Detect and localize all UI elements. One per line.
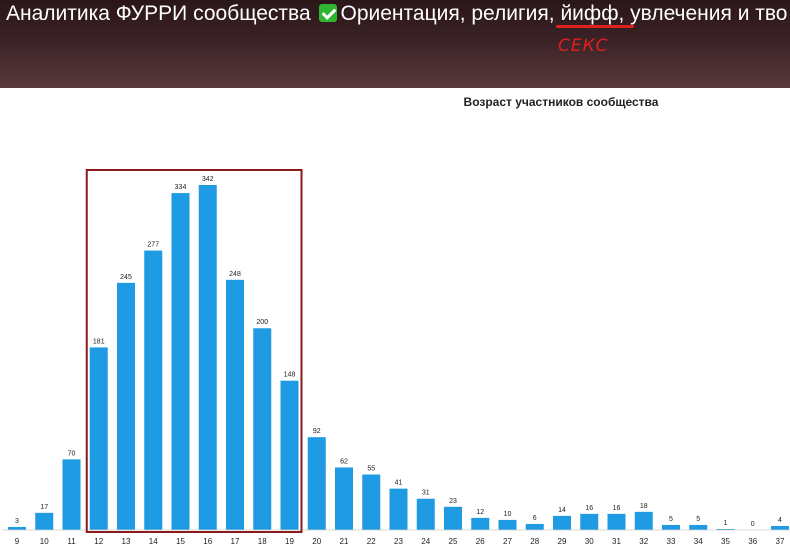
x-tick-label-24: 24 [421, 537, 430, 546]
x-tick-label-23: 23 [394, 537, 403, 546]
bar-27 [498, 519, 517, 530]
bar-value-label-31: 16 [613, 505, 621, 512]
bar-value-label-12: 181 [93, 338, 105, 345]
bar-value-label-35: 1 [724, 520, 728, 527]
bar-10 [35, 512, 54, 530]
check-mark-icon [318, 4, 337, 22]
x-tick-label-16: 16 [203, 537, 212, 546]
bar-34 [689, 524, 708, 530]
x-tick-label-17: 17 [231, 537, 240, 546]
x-tick-label-13: 13 [122, 537, 131, 546]
x-tick-label-14: 14 [149, 537, 158, 546]
chart-title: Возраст участников сообщества [464, 95, 659, 109]
bar-value-label-30: 16 [585, 505, 593, 512]
bar-29 [553, 515, 571, 530]
bar-28 [525, 523, 544, 530]
bar-value-label-24: 31 [422, 490, 430, 497]
bar-value-label-18: 200 [256, 319, 268, 326]
bar-value-label-34: 5 [696, 516, 700, 523]
bar-31 [607, 513, 626, 530]
banner-title-part2: Ориентация, религия, йифф, увлечения и т… [340, 2, 788, 25]
bar-13 [117, 282, 135, 530]
bar-22 [362, 474, 381, 530]
x-tick-label-11: 11 [67, 537, 76, 546]
x-tick-label-29: 29 [558, 537, 567, 546]
x-tick-label-18: 18 [258, 537, 267, 546]
x-tick-label-9: 9 [15, 537, 20, 546]
bar-11 [62, 459, 81, 530]
bar-value-label-25: 23 [449, 498, 457, 505]
banner-title-part1: Аналитика ФУРРИ сообщества [6, 2, 311, 25]
x-tick-label-30: 30 [585, 537, 594, 546]
bar-value-label-17: 248 [229, 271, 241, 278]
highlight-box [85, 169, 303, 533]
x-tick-label-19: 19 [285, 537, 294, 546]
bar-value-label-32: 18 [640, 503, 648, 510]
x-tick-label-26: 26 [476, 537, 485, 546]
bar-19 [280, 380, 299, 530]
bar-value-label-14: 277 [147, 242, 159, 249]
x-tick-label-20: 20 [312, 537, 321, 546]
bar-value-label-23: 41 [395, 480, 403, 487]
bar-value-label-19: 148 [284, 372, 296, 379]
bar-value-label-21: 62 [340, 458, 348, 465]
bar-32 [634, 511, 653, 530]
bar-15 [171, 193, 190, 530]
bar-value-label-27: 10 [504, 511, 512, 518]
x-tick-label-21: 21 [340, 537, 349, 546]
banner-title: Аналитика ФУРРИ сообщества Ориентация, р… [6, 0, 788, 28]
bar-12 [89, 347, 108, 530]
x-tick-label-33: 33 [667, 537, 676, 546]
bar-26 [471, 517, 490, 530]
x-tick-label-15: 15 [176, 537, 185, 546]
x-tick-label-10: 10 [40, 537, 49, 546]
bar-9 [8, 526, 26, 530]
bar-17 [226, 279, 244, 530]
x-tick-label-22: 22 [367, 537, 376, 546]
bar-37 [771, 525, 789, 530]
bar-value-label-10: 17 [40, 504, 48, 511]
bar-30 [580, 513, 599, 530]
bar-21 [335, 467, 353, 530]
x-tick-label-28: 28 [530, 537, 539, 546]
bar-20 [307, 437, 326, 530]
handwritten-annotation: СЕКС [558, 36, 609, 56]
bar-value-label-26: 12 [476, 509, 484, 516]
x-tick-label-31: 31 [612, 537, 621, 546]
bar-16 [198, 185, 217, 530]
bar-value-label-36: 0 [751, 521, 755, 528]
x-tick-label-25: 25 [449, 537, 458, 546]
x-tick-label-34: 34 [694, 537, 703, 546]
x-tick-label-32: 32 [639, 537, 648, 546]
bar-value-label-9: 3 [15, 518, 19, 525]
bar-value-label-33: 5 [669, 516, 673, 523]
age-bar-chart: Возраст участников сообщества 3177018124… [2, 95, 790, 546]
x-tick-label-35: 35 [721, 537, 730, 546]
bar-value-label-28: 6 [533, 515, 537, 522]
chart-area: Возраст участников сообщества 3 17 70 181 24… [0, 88, 790, 553]
x-tick-label-37: 37 [776, 537, 785, 546]
bar-14 [144, 250, 163, 530]
bar-24 [416, 498, 435, 530]
bar-value-label-22: 55 [367, 466, 375, 473]
x-tick-label-27: 27 [503, 537, 512, 546]
bar-33 [662, 524, 680, 530]
bar-23 [389, 488, 408, 530]
bar-25 [444, 506, 462, 530]
bar-value-label-37: 4 [778, 517, 782, 524]
bar-value-label-20: 92 [313, 428, 321, 435]
bar-value-label-29: 14 [558, 507, 566, 514]
x-tick-label-12: 12 [94, 537, 103, 546]
bar-value-label-11: 70 [68, 450, 76, 457]
x-tick-label-36: 36 [748, 537, 757, 546]
bar-18 [253, 328, 272, 530]
bar-value-label-15: 334 [175, 184, 187, 191]
bar-value-label-13: 245 [120, 274, 132, 281]
video-title-banner: Аналитика ФУРРИ сообщества Ориентация, р… [0, 0, 790, 88]
bar-35 [716, 528, 735, 530]
bar-value-label-16: 342 [202, 176, 214, 183]
annotation-underline [556, 25, 634, 28]
